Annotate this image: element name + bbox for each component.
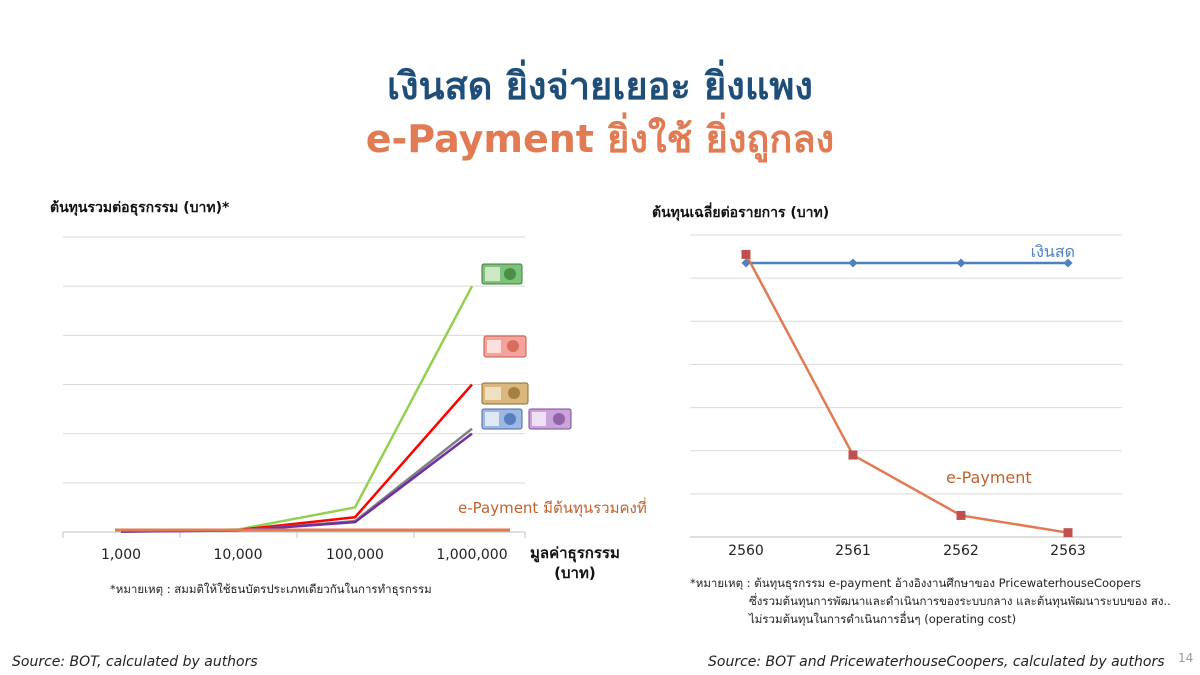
left-x-tick-label: 100,000 (326, 547, 384, 563)
banknote-500-red-icon (483, 335, 527, 358)
right-marker-diamond (741, 258, 751, 268)
left-series-line-1 (120, 383, 473, 533)
right-series-label-epayment: e-Payment (946, 468, 1032, 487)
right-marker-square (848, 450, 858, 460)
banknote-1000-green-icon (481, 263, 523, 285)
right-line-chart: 2560 2561 2562 2563 เงินสด e-Payment (690, 234, 1122, 559)
right-marker-diamond (1063, 258, 1073, 268)
epayment-annotation: e-Payment มีต้นทุนรวมคงที่ (458, 499, 647, 517)
right-source: Source: BOT and PricewaterhouseCoopers, … (708, 654, 1165, 670)
right-footnote: *หมายเหตุ : ต้นทุนธุรกรรม e-payment อ้าง… (690, 574, 1171, 628)
left-line-chart: 1,000 10,000 100,000 1,000,000 (62, 236, 572, 563)
banknote-100-brown-icon (481, 382, 529, 405)
right-chart-markers (741, 249, 1073, 538)
slide-title-line2: e-Payment ยิ่งใช้ ยิ่งถูกลง (365, 117, 835, 161)
right-chart-x-ticks: 2560 2561 2562 2563 (728, 543, 1086, 559)
right-x-tick-label: 2562 (943, 543, 979, 559)
left-source: Source: BOT, calculated by authors (12, 654, 258, 670)
left-chart-heading: ต้นทุนรวมต่อธุรกรรม (บาท)* (50, 200, 230, 216)
page-number: 14 (1178, 651, 1194, 665)
banknote-icons (481, 263, 572, 430)
left-x-axis-label-part: (บาท) (554, 564, 596, 582)
right-x-tick-label: 2560 (728, 543, 764, 559)
left-chart-lines (115, 285, 510, 533)
slide-title-line1: เงินสด ยิ่งจ่ายเยอะ ยิ่งแพง (387, 64, 813, 108)
right-x-tick-label: 2561 (835, 543, 871, 559)
banknote-50-blue-icon (481, 408, 523, 430)
left-footnote: *หมายเหตุ : สมมติให้ใช้ธนบัตรประเภทเดียว… (110, 582, 432, 596)
right-series-line-1 (744, 253, 1069, 534)
right-chart-lines (744, 253, 1069, 534)
left-x-tick-label: 1,000,000 (436, 547, 507, 563)
right-marker-square (1063, 528, 1073, 538)
left-chart-grid (62, 236, 526, 538)
right-footnote-line3: ไม่รวมต้นทุนในการดำเนินการอื่นๆ (operati… (749, 612, 1017, 626)
right-footnote-line1: *หมายเหตุ : ต้นทุนธุรกรรม e-payment อ้าง… (690, 576, 1142, 590)
right-marker-square (956, 510, 966, 520)
right-chart-grid (690, 234, 1122, 538)
left-series-line-0 (120, 285, 474, 533)
left-x-axis-label-part: มูลค่าธุรกรรม (530, 544, 620, 562)
banknote-20-purple-icon (528, 408, 572, 430)
right-series-label-cash: เงินสด (1031, 242, 1075, 261)
right-marker-square (741, 249, 751, 259)
left-x-tick-label: 10,000 (214, 547, 263, 563)
right-x-tick-label: 2563 (1050, 543, 1086, 559)
left-chart-x-ticks: 1,000 10,000 100,000 1,000,000 (101, 547, 508, 563)
right-chart-heading: ต้นทุนเฉลี่ยต่อรายการ (บาท) (652, 205, 830, 221)
right-footnote-line2: ซึ่งรวมต้นทุนการพัฒนาและดำเนินการของระบบ… (749, 594, 1171, 608)
right-marker-diamond (848, 258, 858, 268)
left-x-tick-label: 1,000 (101, 547, 141, 563)
left-x-axis-label: มูลค่าธุรกรรม (บาท) (530, 543, 620, 583)
right-marker-diamond (956, 258, 966, 268)
right-chart-series-labels: เงินสด e-Payment (946, 242, 1075, 487)
